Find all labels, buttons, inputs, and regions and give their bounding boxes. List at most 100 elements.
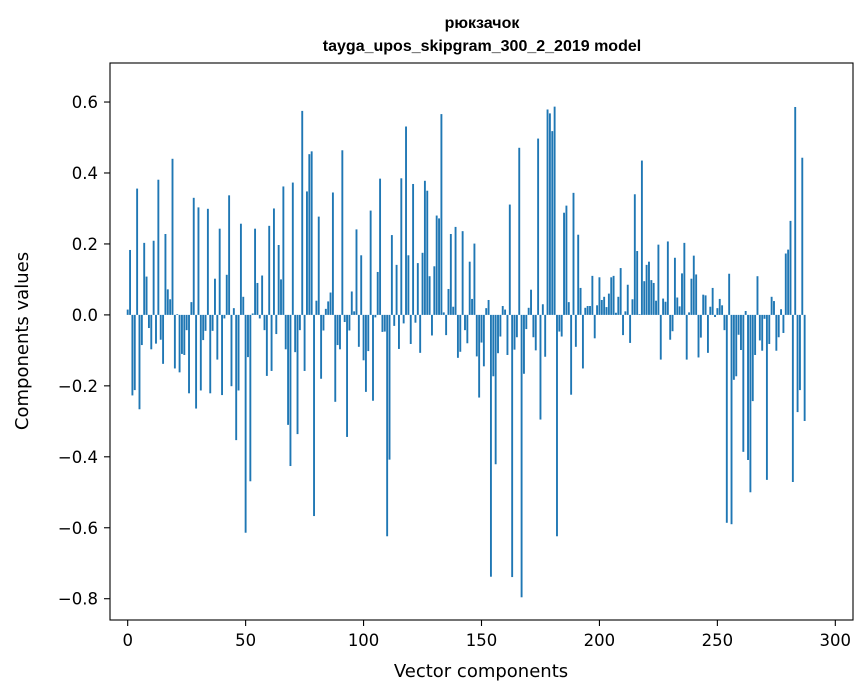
bar: [235, 314, 238, 441]
bar: [586, 306, 589, 315]
bar: [381, 314, 384, 332]
bar: [572, 192, 575, 315]
bar: [761, 314, 764, 351]
bar: [612, 275, 615, 315]
bar: [442, 312, 445, 315]
bar: [515, 314, 518, 338]
bar: [301, 110, 304, 315]
bar: [202, 314, 205, 341]
bar: [471, 298, 474, 315]
bar: [546, 109, 549, 315]
bar: [350, 291, 353, 315]
bar: [237, 314, 240, 391]
bar: [732, 314, 735, 380]
bar: [782, 314, 785, 333]
bar: [619, 268, 622, 315]
bar: [223, 314, 226, 319]
bar: [239, 223, 242, 315]
bar: [185, 314, 188, 331]
bar: [386, 314, 389, 537]
bar: [291, 182, 294, 315]
bar: [773, 301, 775, 315]
bar: [525, 314, 528, 330]
bar: [548, 113, 551, 315]
bar: [534, 314, 537, 351]
bar: [306, 191, 308, 315]
bar: [459, 314, 462, 352]
bar: [775, 314, 778, 351]
bar: [143, 242, 146, 315]
bar: [280, 279, 282, 315]
bar: [780, 309, 783, 315]
bar: [709, 306, 712, 315]
bar: [685, 314, 688, 360]
bar: [605, 307, 608, 315]
bar: [593, 314, 596, 339]
bar: [487, 299, 490, 315]
bar: [581, 314, 584, 369]
bar: [244, 314, 247, 533]
y-tick-label: −0.2: [58, 377, 98, 396]
bar: [327, 301, 330, 315]
bar: [723, 314, 726, 331]
bar: [176, 314, 179, 315]
bar: [294, 314, 297, 353]
bar: [131, 314, 134, 396]
bar: [560, 314, 563, 337]
bar: [501, 306, 504, 315]
bar: [225, 274, 228, 315]
bars-layer: [126, 106, 806, 598]
bar: [633, 194, 636, 315]
bar: [357, 314, 360, 347]
bar: [126, 309, 129, 315]
bar: [669, 314, 672, 340]
bar: [390, 235, 393, 315]
bar: [730, 314, 733, 525]
bar: [603, 296, 606, 315]
bar: [166, 289, 169, 315]
bar: [284, 314, 287, 350]
bar: [751, 314, 754, 402]
bar: [523, 314, 525, 374]
bar: [383, 314, 386, 332]
bar: [565, 205, 568, 315]
bar: [466, 314, 469, 344]
x-tick-label: 50: [235, 631, 256, 650]
bar: [218, 228, 221, 315]
bar: [657, 244, 660, 315]
bar: [334, 314, 337, 402]
bar: [756, 276, 759, 315]
bar: [725, 314, 728, 523]
bar: [398, 314, 400, 349]
bar: [768, 314, 771, 344]
bar: [426, 190, 429, 315]
bar: [138, 314, 141, 410]
bar: [473, 243, 476, 315]
bar: [497, 314, 499, 354]
bar: [242, 296, 245, 315]
bar: [659, 314, 662, 360]
bar: [355, 229, 358, 315]
bar: [181, 314, 183, 354]
bar: [770, 296, 773, 315]
bar: [369, 210, 372, 315]
bar: [600, 299, 603, 315]
bar: [711, 287, 714, 315]
bar: [324, 308, 327, 315]
bar: [489, 314, 492, 577]
bar: [584, 307, 587, 315]
bar: [742, 314, 745, 452]
bar: [360, 255, 363, 315]
bar: [749, 314, 752, 493]
bar: [228, 195, 231, 315]
bar: [643, 281, 646, 315]
bar: [445, 314, 448, 336]
bar: [331, 192, 334, 315]
bar: [157, 179, 160, 315]
bar: [673, 257, 676, 315]
bar: [714, 314, 716, 318]
bar: [183, 314, 186, 355]
bar: [537, 138, 540, 315]
